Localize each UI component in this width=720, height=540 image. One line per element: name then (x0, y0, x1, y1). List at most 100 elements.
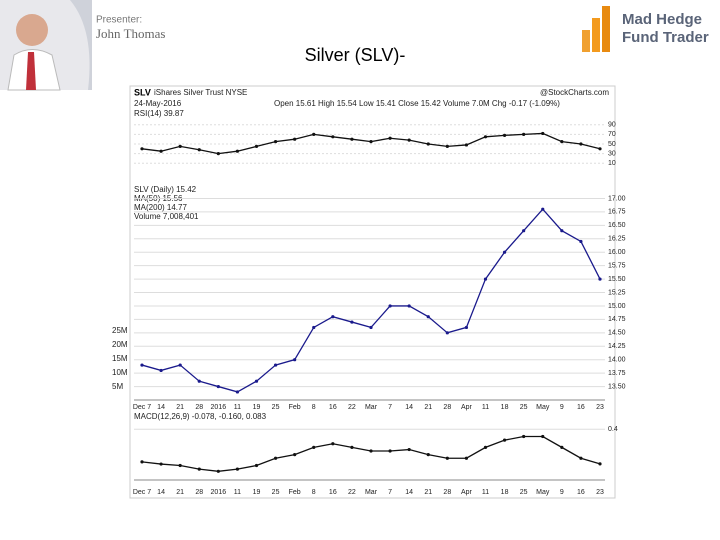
data-point (560, 229, 564, 233)
x-tick-label: Apr (461, 404, 473, 411)
x-tick-label: Dec 7 (133, 404, 151, 411)
x-tick-label: 7 (388, 489, 392, 496)
security-name: iShares Silver Trust NYSE (154, 88, 247, 97)
logo-text: Mad Hedge (622, 11, 702, 28)
y-tick-label: 13.50 (608, 383, 626, 390)
data-point (369, 325, 373, 330)
data-point (522, 434, 526, 439)
source: @StockCharts.com (540, 88, 609, 97)
x-tick-label: 2016 (211, 489, 227, 496)
x-tick-label: Mar (365, 404, 378, 411)
data-point (502, 133, 507, 137)
data-point (140, 147, 144, 151)
presenter-name: John Thomas (96, 26, 165, 41)
data-point (445, 456, 449, 460)
data-point (293, 137, 297, 141)
data-point (273, 140, 278, 144)
data-point (464, 143, 469, 147)
volume-legend: Volume 7,008,401 (134, 212, 199, 221)
x-tick-label: 8 (312, 404, 316, 411)
data-point (254, 463, 259, 468)
data-point (350, 320, 354, 324)
data-point (140, 460, 144, 464)
volume-tick: 15M (112, 354, 128, 363)
x-tick-label: 18 (501, 404, 509, 411)
data-point (235, 467, 240, 471)
logo-icon (582, 6, 610, 52)
x-tick-label: 25 (520, 404, 528, 411)
data-point (522, 132, 526, 136)
data-point (426, 142, 430, 146)
data-point (522, 229, 526, 233)
data-point (254, 144, 259, 148)
data-point (216, 469, 220, 473)
data-point (445, 331, 449, 335)
y-tick-label: 14.25 (608, 343, 626, 350)
x-tick-label: 16 (577, 404, 585, 411)
chart-date: 24-May-2016 (134, 99, 182, 108)
data-point (312, 325, 316, 330)
y-tick-label: 16.00 (608, 249, 626, 256)
data-point (369, 140, 373, 144)
x-tick-label: 25 (272, 489, 280, 496)
x-tick-label: May (536, 489, 550, 496)
x-tick-label: 14 (157, 404, 165, 411)
y-tick-label: 16.50 (608, 222, 626, 229)
x-tick-label: 11 (482, 489, 489, 496)
data-point (407, 138, 411, 142)
data-point (388, 304, 392, 308)
data-point (388, 136, 392, 140)
y-tick-label: 15.50 (608, 276, 626, 283)
x-tick-label: 28 (195, 489, 203, 496)
data-point (159, 462, 163, 466)
data-point (579, 239, 583, 244)
x-tick-label: 23 (596, 404, 604, 411)
data-point (197, 148, 201, 152)
x-tick-label: 28 (195, 404, 203, 411)
data-point (598, 147, 602, 151)
data-point (598, 277, 602, 281)
data-point (273, 363, 278, 367)
data-point (216, 152, 220, 156)
data-point (541, 434, 545, 439)
data-point (541, 131, 545, 136)
y-tick-label: 10 (608, 160, 616, 167)
x-tick-label: 8 (312, 489, 316, 496)
x-tick-label: Apr (461, 489, 473, 496)
x-tick-label: Feb (289, 489, 301, 496)
data-point (464, 325, 469, 330)
x-tick-label: 25 (272, 404, 280, 411)
x-tick-label: 2016 (211, 404, 227, 411)
data-point (369, 449, 373, 453)
x-tick-label: 9 (560, 404, 564, 411)
data-point (254, 379, 259, 383)
x-tick-label: 28 (443, 404, 451, 411)
x-tick-label: 16 (577, 489, 585, 496)
data-point (197, 467, 201, 471)
data-point (579, 456, 583, 460)
data-point (502, 438, 507, 442)
y-tick-label: 16.25 (608, 236, 626, 243)
x-tick-label: 14 (405, 489, 413, 496)
data-point (197, 379, 201, 383)
volume-tick: 20M (112, 340, 128, 349)
x-tick-label: 16 (329, 489, 337, 496)
y-tick-label: 17.00 (608, 195, 626, 202)
y-tick-label: 30 (608, 150, 616, 157)
data-point (273, 456, 278, 460)
data-point (331, 135, 335, 139)
data-point (350, 137, 354, 141)
data-point (388, 449, 392, 453)
data-point (293, 453, 297, 457)
x-tick-label: Feb (289, 404, 301, 411)
x-tick-label: 23 (596, 489, 604, 496)
data-point (350, 445, 354, 449)
data-point (407, 304, 411, 308)
data-point (502, 250, 507, 254)
presenter-label: Presenter: (96, 15, 142, 26)
data-point (312, 445, 316, 449)
data-point (483, 277, 488, 281)
data-point (178, 363, 182, 367)
data-point (426, 315, 430, 319)
y-tick-label: 0.4 (608, 426, 618, 433)
